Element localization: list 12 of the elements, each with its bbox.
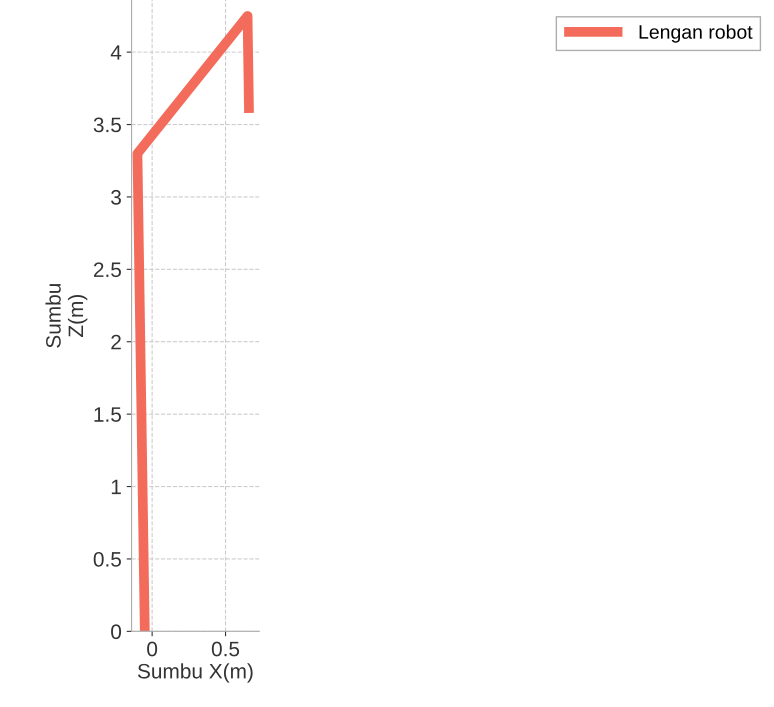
y-tick-label: 0 — [111, 624, 122, 640]
y-tick-label: 2.5 — [94, 262, 121, 278]
y-tick-label: 4 — [110, 45, 122, 60]
y-tick-label: 1 — [112, 480, 121, 494]
y-tick-label: 2 — [111, 334, 121, 350]
y-tick-label: 3 — [111, 190, 121, 205]
y-tick-label: 0.5 — [94, 552, 121, 567]
legend-label: Lengan robot — [640, 24, 752, 43]
y-tick-label: 1.5 — [94, 407, 121, 422]
y-axis-title: Sumbu Z(m) — [45, 284, 88, 348]
x-axis-title: Sumbu X(m) — [138, 663, 253, 683]
y-tick-label: 3.5 — [94, 118, 121, 132]
